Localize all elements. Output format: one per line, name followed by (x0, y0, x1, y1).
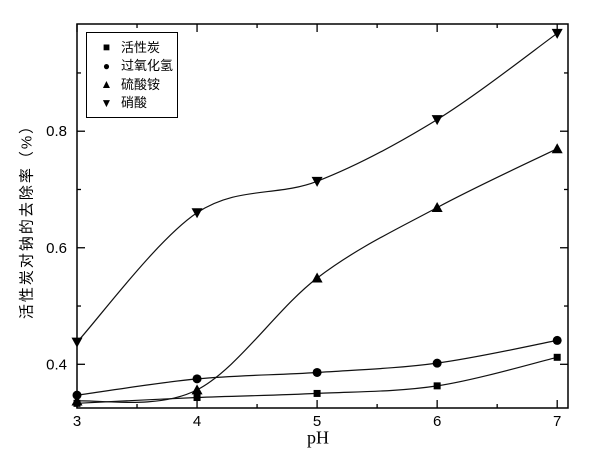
data-point-circle (552, 335, 562, 345)
legend-item-hydrogen-peroxide: ● 过氧化氢 (100, 59, 175, 72)
axis-tick-labels: 3 4 5 6 7 0.4 0.6 0.8 (46, 123, 561, 430)
legend-label-hydrogen-peroxide: 过氧化氢 (121, 58, 174, 74)
square-marker-icon: ■ (102, 40, 111, 55)
data-point-circle (432, 358, 442, 368)
legend-label-activated-carbon: 活性炭 (121, 39, 161, 55)
data-point-square (193, 394, 201, 402)
data-point-triangle-up (71, 395, 83, 406)
y-axis-title: 活性炭对钠的去除率（%） (18, 116, 36, 320)
triangle-up-marker-icon: ▲ (100, 77, 113, 92)
legend-item-activated-carbon: ■ 活性炭 (100, 41, 175, 54)
series-markers-nitric-acid (71, 28, 563, 348)
x-tick-label: 6 (433, 413, 441, 430)
triangle-down-marker-icon: ▼ (100, 95, 113, 110)
x-tick-label: 3 (73, 413, 81, 430)
x-tick-label: 4 (193, 413, 201, 430)
legend-item-nitric-acid: ▼ 硝酸 (100, 96, 175, 109)
series-markers-ammonium-sulfate (71, 143, 563, 406)
data-point-circle (72, 390, 82, 400)
legend-label-ammonium-sulfate: 硫酸铵 (121, 76, 161, 92)
series-markers-hydrogen-peroxide (72, 335, 562, 400)
data-point-triangle-up (551, 143, 563, 154)
legend-item-ammonium-sulfate: ▲ 硫酸铵 (100, 78, 175, 91)
y-tick-label: 0.6 (46, 240, 67, 257)
legend: ■ 活性炭 ● 过氧化氢 ▲ 硫酸铵 ▼ 硝酸 (86, 32, 178, 118)
plot-frame (76, 23, 569, 409)
series-line-hydrogen-peroxide (76, 339, 558, 396)
circle-marker-icon: ● (102, 58, 111, 73)
x-tick-label: 5 (313, 413, 321, 430)
data-point-triangle-up (431, 202, 443, 213)
data-point-square (553, 353, 561, 361)
data-point-triangle-up (311, 272, 323, 283)
x-axis-title: pH (307, 427, 329, 448)
data-point-triangle-down (431, 115, 443, 126)
data-point-square (313, 389, 321, 397)
series-markers-activated-carbon (73, 353, 561, 407)
data-point-square (433, 382, 441, 390)
data-point-triangle-down (311, 176, 323, 187)
y-tick-label: 0.8 (46, 123, 67, 140)
data-point-triangle-up (191, 384, 203, 395)
data-point-circle (312, 367, 322, 377)
x-tick-label: 7 (553, 413, 561, 430)
data-point-triangle-down (551, 28, 563, 39)
data-point-triangle-down (191, 208, 203, 219)
y-tick-label: 0.4 (46, 356, 67, 373)
data-point-triangle-down (71, 337, 83, 348)
data-point-circle (192, 374, 202, 384)
legend-label-nitric-acid: 硝酸 (121, 95, 148, 111)
